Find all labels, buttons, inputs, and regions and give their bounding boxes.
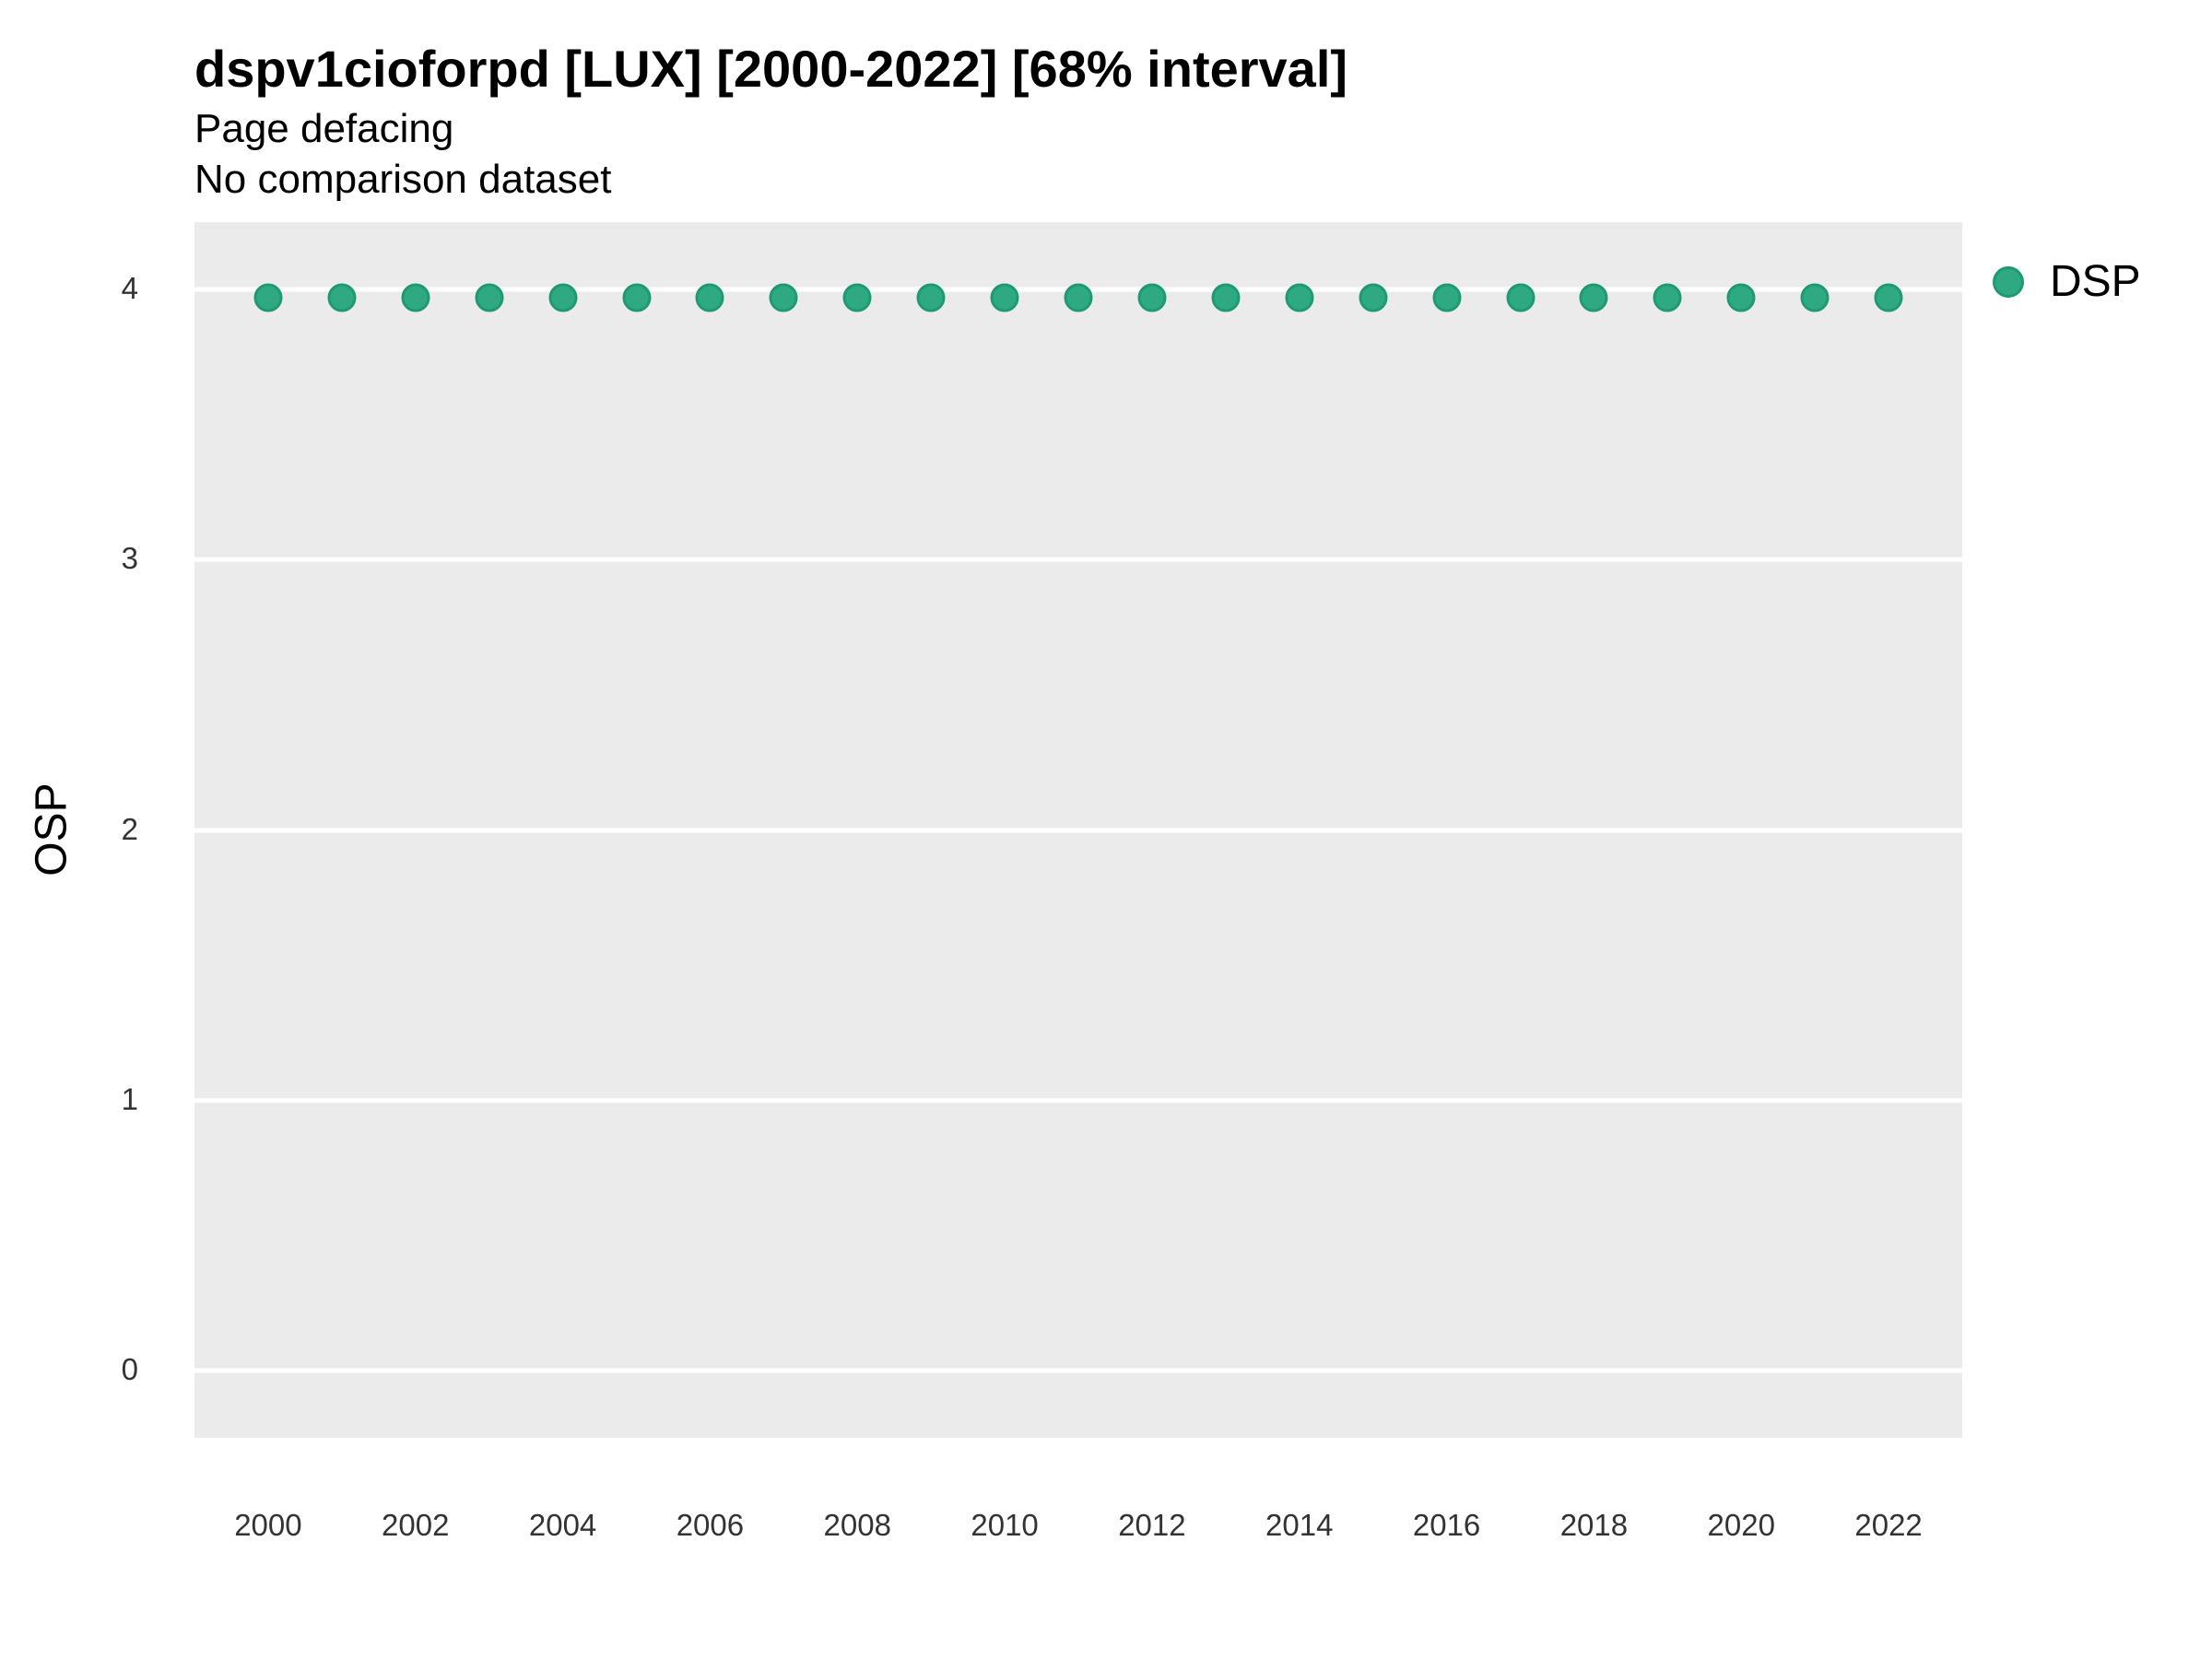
data-point-dsp-2001 xyxy=(327,283,357,312)
plot-panel xyxy=(194,222,1962,1438)
data-point-dsp-2005 xyxy=(622,283,651,312)
x-tick-label-2020: 2020 xyxy=(1707,1508,1775,1542)
data-point-dsp-2006 xyxy=(695,283,724,312)
data-point-dsp-2021 xyxy=(1800,283,1830,312)
legend-marker-circle-icon xyxy=(1993,266,2024,298)
data-point-dsp-2008 xyxy=(842,283,872,312)
chart-subtitle-line2: No comparison dataset xyxy=(194,157,612,202)
x-tick-label-2016: 2016 xyxy=(1412,1508,1481,1542)
data-point-dsp-2012 xyxy=(1137,283,1167,312)
legend: DSP xyxy=(1993,260,2141,304)
data-point-dsp-2019 xyxy=(1653,283,1682,312)
legend-item-label: DSP xyxy=(2050,257,2141,306)
x-tick-label-2008: 2008 xyxy=(823,1508,891,1542)
data-point-dsp-2020 xyxy=(1726,283,1756,312)
x-tick-label-2022: 2022 xyxy=(1854,1508,1923,1542)
y-tick-label-1: 1 xyxy=(121,1081,138,1116)
data-point-dsp-2011 xyxy=(1064,283,1093,312)
data-point-dsp-2017 xyxy=(1506,283,1535,312)
data-point-dsp-2010 xyxy=(990,283,1019,312)
data-point-dsp-2014 xyxy=(1285,283,1314,312)
gridline-y-1 xyxy=(194,1098,1962,1103)
chart-title: dspv1cioforpd [LUX] [2000-2022] [68% int… xyxy=(194,40,1348,98)
data-point-dsp-2022 xyxy=(1874,283,1903,312)
x-tick-label-2006: 2006 xyxy=(676,1508,745,1542)
x-tick-label-2002: 2002 xyxy=(382,1508,450,1542)
data-point-dsp-2000 xyxy=(253,283,283,312)
data-point-dsp-2016 xyxy=(1432,283,1462,312)
gridline-y-3 xyxy=(194,557,1962,562)
data-point-dsp-2013 xyxy=(1211,283,1241,312)
data-point-dsp-2015 xyxy=(1359,283,1388,312)
data-point-dsp-2018 xyxy=(1579,283,1608,312)
x-tick-label-2004: 2004 xyxy=(528,1508,597,1542)
data-point-dsp-2007 xyxy=(769,283,798,312)
x-tick-label-2010: 2010 xyxy=(971,1508,1039,1542)
x-tick-label-2014: 2014 xyxy=(1265,1508,1334,1542)
data-point-dsp-2004 xyxy=(548,283,578,312)
gridline-y-0 xyxy=(194,1368,1962,1373)
x-tick-label-2012: 2012 xyxy=(1118,1508,1186,1542)
y-tick-label-4: 4 xyxy=(121,271,138,306)
chart-subtitle-line1: Page defacing xyxy=(194,106,454,151)
y-tick-label-3: 3 xyxy=(121,541,138,576)
gridline-y-2 xyxy=(194,828,1962,832)
y-tick-label-0: 0 xyxy=(121,1351,138,1386)
data-point-dsp-2002 xyxy=(401,283,430,312)
x-tick-label-2000: 2000 xyxy=(234,1508,302,1542)
data-point-dsp-2003 xyxy=(475,283,504,312)
y-tick-label-2: 2 xyxy=(121,811,138,846)
data-point-dsp-2009 xyxy=(916,283,946,312)
x-tick-label-2018: 2018 xyxy=(1559,1508,1629,1542)
